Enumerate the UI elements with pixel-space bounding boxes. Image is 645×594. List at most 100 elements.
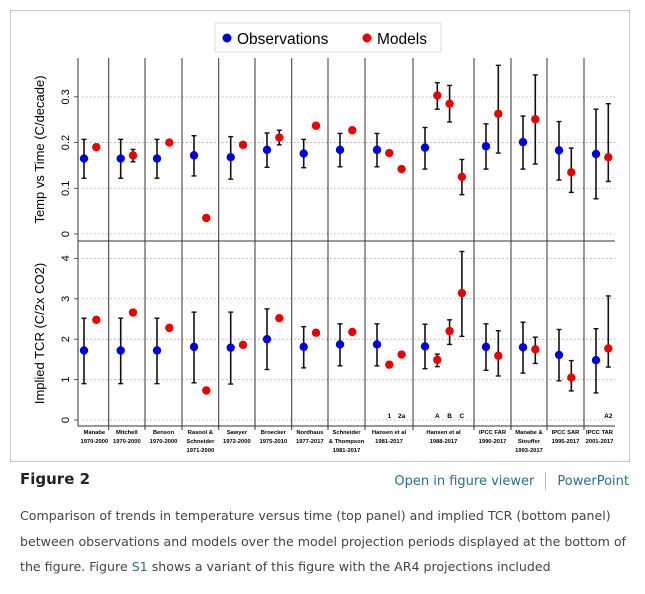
model-point — [385, 360, 394, 369]
caption-text: Comparison of trends in temperature vers… — [20, 508, 627, 574]
observation-point — [116, 346, 125, 355]
x-category-label: 2001-2017 — [586, 439, 614, 445]
legend-box — [214, 22, 442, 53]
figure-s1-link[interactable]: S1 — [131, 559, 148, 574]
x-category-label: Nordhaus — [296, 430, 323, 436]
observation-point — [299, 342, 308, 352]
observation-point — [335, 145, 345, 155]
model-point — [445, 326, 454, 336]
x-category-label: 1981-2017 — [333, 448, 361, 454]
observation-point — [518, 343, 528, 352]
powerpoint-link[interactable]: PowerPoint — [557, 473, 629, 489]
open-in-figure-viewer-link[interactable]: Open in figure viewer — [394, 473, 535, 489]
observation-point — [152, 154, 162, 163]
caption-text-end: shows a variant of this figure with the … — [147, 559, 551, 574]
model-point — [494, 109, 503, 118]
observation-point — [481, 142, 491, 151]
model-point — [531, 115, 540, 124]
x-category-label: IPCC FAR — [479, 430, 507, 436]
observation-point — [554, 146, 564, 155]
observation-point — [481, 342, 491, 352]
link-divider — [545, 472, 547, 490]
y-tick-label: 0.1 — [60, 181, 72, 196]
x-category-label: 1970-2000 — [80, 439, 108, 445]
observation-point — [420, 143, 430, 152]
model-point — [604, 344, 613, 353]
figure-links: Open in figure viewer PowerPoint — [394, 472, 629, 490]
legend-models-marker — [362, 33, 372, 43]
y-tick-label: 4 — [60, 255, 72, 261]
observation-point — [262, 145, 272, 155]
figure-caption: Comparison of trends in temperature vers… — [20, 503, 635, 580]
x-category-label: 1975-2010 — [259, 439, 287, 445]
legend-observations-label: Observations — [237, 31, 329, 48]
legend-observations-marker — [222, 33, 232, 43]
x-category-label: Manabe & — [515, 430, 542, 436]
model-point — [433, 91, 442, 100]
y-tick-label: 1 — [60, 377, 72, 383]
model-point — [311, 328, 321, 337]
model-point — [494, 351, 503, 360]
x-category-label: Mitchell — [116, 430, 138, 436]
model-point — [92, 315, 101, 324]
observation-point — [591, 355, 601, 365]
observation-point — [226, 153, 235, 162]
x-category-label: Broecker — [261, 430, 287, 436]
model-point — [567, 373, 576, 382]
observation-point — [591, 149, 601, 159]
model-point — [457, 172, 467, 182]
x-category-label: Schneider — [332, 430, 361, 436]
x-category-label: Benson — [153, 430, 175, 436]
observation-point — [372, 340, 382, 349]
model-label: A2 — [604, 413, 613, 420]
model-label: A — [435, 413, 440, 420]
observation-point — [116, 154, 125, 163]
model-point — [433, 355, 442, 364]
model-point — [92, 142, 101, 152]
model-label: 2a — [398, 413, 406, 420]
observation-point — [79, 154, 89, 163]
observation-point — [262, 334, 272, 344]
model-point — [202, 213, 211, 223]
observation-point — [189, 342, 199, 352]
observation-point — [152, 346, 162, 355]
y-tick-label: 0.2 — [60, 135, 72, 150]
x-category-label: 1988-2017 — [430, 439, 458, 445]
model-point — [567, 168, 576, 177]
y-tick-label: 2 — [60, 336, 72, 342]
model-point — [238, 340, 248, 350]
x-category-label: Schneider — [186, 439, 215, 445]
x-category-label: Hansen et al — [372, 430, 407, 436]
model-label: 1 — [387, 413, 391, 420]
x-category-label: 1993-2017 — [515, 448, 543, 454]
model-point — [275, 133, 284, 142]
x-category-label: IPCC TAR — [586, 430, 614, 436]
observation-point — [554, 350, 564, 360]
x-category-label: 1977-2017 — [296, 439, 324, 445]
observation-point — [372, 145, 382, 155]
model-point — [531, 345, 540, 354]
observation-point — [518, 137, 528, 147]
y-tick-label: 3 — [60, 296, 72, 302]
x-category-label: 1970-2000 — [113, 439, 141, 445]
model-point — [128, 308, 138, 317]
x-category-label: Manabe — [84, 430, 106, 436]
x-category-label: 1981-2017 — [375, 439, 403, 445]
observation-point — [226, 343, 235, 352]
model-point — [604, 153, 613, 162]
model-point — [348, 327, 357, 337]
model-label: C — [460, 413, 465, 420]
model-label: B — [447, 413, 452, 420]
figure-frame — [10, 10, 630, 462]
model-point — [385, 148, 394, 158]
y-axis-title: Temp vs Time (C/decade) — [32, 75, 47, 223]
y-axis-title: Implied TCR (C/2x CO2) — [32, 263, 47, 404]
model-point — [348, 126, 357, 135]
model-point — [128, 151, 138, 160]
figure-chart: Observations Models 0 0.1 0.2 0.3 Temp vs Time… — [32, 22, 615, 454]
x-category-label: & Thompson — [329, 439, 365, 445]
model-point — [165, 138, 174, 147]
x-category-label: 1972-2000 — [223, 439, 251, 445]
observation-point — [420, 342, 430, 351]
y-tick-label: 0 — [60, 231, 72, 237]
